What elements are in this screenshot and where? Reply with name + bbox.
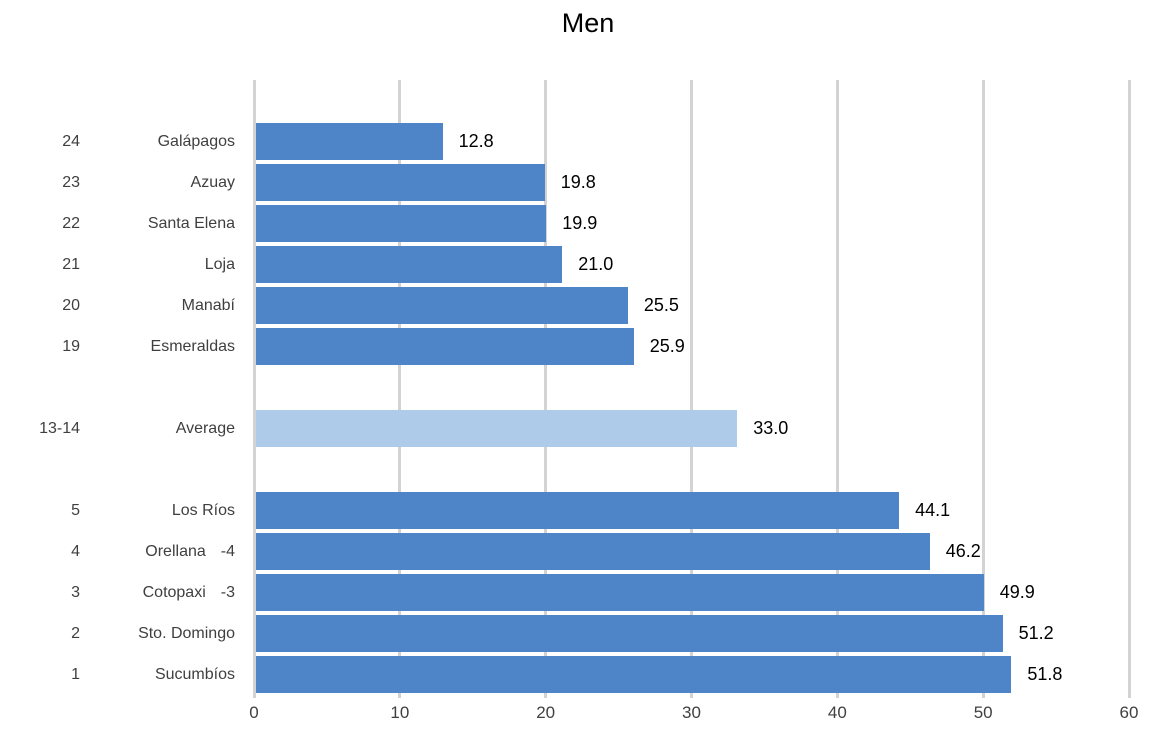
gridline (690, 80, 693, 698)
row-name-label: Sucumbíos (154, 666, 235, 683)
bar-value-label: 25.5 (643, 295, 679, 315)
bar (256, 492, 900, 529)
row-name-suffix: -3 (220, 584, 235, 601)
bar (256, 205, 547, 242)
bar-value-label: 33.0 (753, 418, 789, 438)
row-rank-label: 24 (62, 133, 80, 150)
x-axis-tick-label: 20 (536, 703, 556, 722)
gridline (252, 80, 256, 698)
row-rank-label: 19 (62, 338, 80, 355)
bar-value-label: 46.2 (945, 541, 981, 561)
bar-value-label: 19.9 (562, 213, 598, 233)
row-rank-label: 22 (62, 215, 80, 232)
row-name-label: Average (175, 420, 235, 437)
bar (256, 533, 930, 570)
row-rank-label: 4 (71, 543, 80, 560)
gridline (544, 80, 548, 698)
bar-value-label: 51.2 (1018, 623, 1054, 643)
bar-value-label: 25.9 (649, 336, 685, 356)
x-axis-tick-label: 30 (682, 703, 701, 722)
row-rank-label: 20 (62, 297, 80, 314)
chart-title: Men (561, 8, 615, 38)
gridline (835, 80, 839, 698)
row-name-label: Sto. Domingo (138, 625, 235, 642)
row-name-suffix: -4 (220, 543, 235, 560)
bar-value-label: 44.1 (915, 500, 951, 520)
bar (256, 287, 628, 324)
bar-value-label: 12.8 (458, 131, 494, 151)
row-rank-label: 13-14 (39, 420, 80, 437)
bar (256, 164, 545, 201)
bar-value-label: 21.0 (578, 254, 614, 274)
bar (256, 123, 443, 160)
row-name-label: Cotopaxi -3 (0, 574, 235, 611)
bar-value-label: 49.9 (999, 582, 1035, 602)
x-axis-tick-label: 40 (827, 703, 847, 722)
row-name-label: Santa Elena (147, 215, 235, 232)
row-rank-label: 21 (62, 256, 80, 273)
bar (256, 246, 563, 283)
row-name-label: Orellana -4 (0, 533, 235, 570)
x-axis-tick-label: 0 (249, 703, 259, 722)
bar (256, 656, 1012, 693)
average-bar (256, 410, 738, 447)
row-name-label: Los Ríos (171, 502, 235, 519)
bar (256, 574, 984, 611)
row-rank-label: 1 (71, 666, 80, 683)
row-rank-label: 23 (62, 174, 80, 191)
x-axis-tick-label: 60 (1119, 703, 1139, 722)
bar (256, 328, 634, 365)
gridline (398, 80, 402, 698)
x-axis-tick-label: 10 (390, 703, 410, 722)
x-axis-tick-label: 50 (973, 703, 993, 722)
row-name-label: Galápagos (157, 133, 235, 150)
row-name-label: Loja (204, 256, 235, 273)
bar (256, 615, 1003, 652)
bar-value-label: 51.8 (1027, 664, 1063, 684)
row-rank-label: 3 (71, 584, 80, 601)
row-name-label: Manabí (181, 297, 235, 314)
row-rank-label: 5 (71, 502, 80, 519)
row-rank-label: 2 (71, 625, 80, 642)
row-name-label: Azuay (190, 174, 235, 191)
gridline (981, 80, 985, 698)
row-name-label: Esmeraldas (150, 338, 235, 355)
bar-value-label: 19.8 (560, 172, 596, 192)
gridline (1127, 80, 1131, 698)
